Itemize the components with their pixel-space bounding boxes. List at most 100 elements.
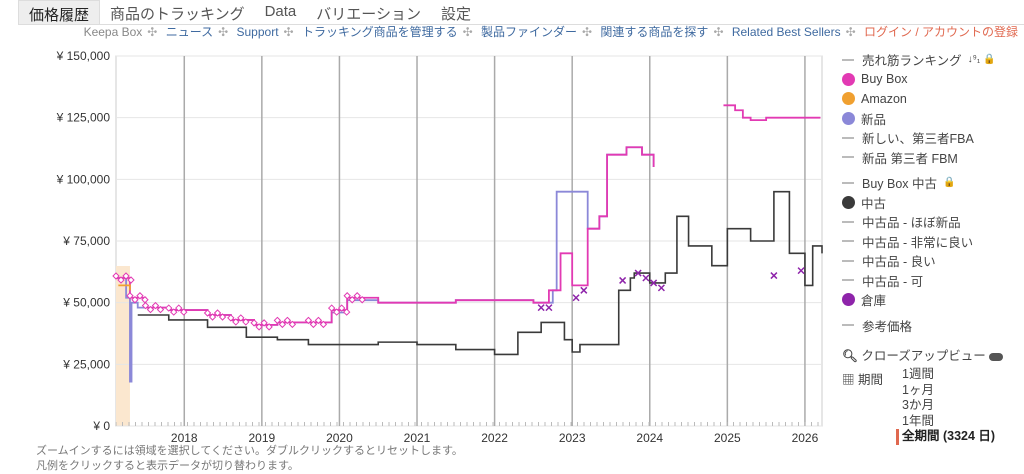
legend-dot-icon: [842, 92, 855, 106]
x-tick-label: 2024: [636, 431, 663, 445]
warehouse-point: [650, 279, 658, 287]
sub-nav: Keepa Box ✣ ニュース ✣ Support ✣ トラッキング商品を管理する ✣…: [83, 25, 1018, 39]
period-1-year[interactable]: 1年間: [902, 413, 934, 428]
buybox-point: [156, 305, 165, 314]
buybox-point: [242, 318, 250, 326]
legend-item[interactable]: Buy Box 中古 🔒: [842, 173, 996, 193]
legend-label: 中古品 - ほぼ新品: [862, 216, 961, 231]
series-line-amazon: [118, 284, 131, 291]
legend-dash-icon: [842, 156, 854, 159]
tab-bar: 価格履歴 商品のトラッキング Data バリエーション 設定: [18, 0, 1024, 25]
buybox-point: [288, 320, 297, 329]
x-tick-label: 2018: [171, 431, 198, 445]
tab-tracking[interactable]: 商品のトラッキング: [110, 6, 245, 23]
buybox-point: [250, 319, 258, 327]
tab-price-history[interactable]: 価格履歴: [18, 0, 101, 24]
legend-dash-icon: [842, 259, 854, 262]
news-link[interactable]: ニュース: [165, 25, 214, 39]
toggle-icon[interactable]: [989, 352, 1004, 361]
legend-lock-icon: 🔒: [943, 177, 956, 189]
legend-item[interactable]: 売れ筋ランキング ↓⁹₁ 🔒: [842, 50, 996, 70]
buybox-point: [165, 304, 173, 312]
buybox-point: [337, 304, 346, 312]
tab-settings[interactable]: 設定: [440, 6, 471, 23]
legend-label: 参考価格: [862, 319, 913, 334]
price-chart[interactable]: ¥ 0 ¥ 25,000 ¥ 50,000 ¥ 75,000 ¥ 100,000 ¥ 12…: [0, 0, 830, 445]
legend-item[interactable]: 中古: [842, 193, 996, 213]
legend-label: Amazon: [861, 91, 907, 106]
best-sellers-link[interactable]: Related Best Sellers: [731, 25, 841, 39]
zoom-hint: ズームインするには領域を選択してください。ダブルクリックするとリセットします。: [36, 445, 463, 457]
tracking-link[interactable]: トラッキング商品を管理する: [301, 25, 458, 39]
period-3-months[interactable]: 3か月: [902, 398, 934, 412]
legend-item[interactable]: 中古品 - 可: [842, 271, 996, 291]
legend-item[interactable]: 参考価格: [842, 316, 996, 336]
buybox-point: [136, 292, 144, 300]
search-icon: 🔍︎: [842, 349, 858, 363]
closeup-toggle[interactable]: 🔍︎ クローズアップビュー: [842, 345, 1004, 364]
amazon-range-shade: [116, 266, 130, 426]
warehouse-point: [537, 304, 545, 312]
warehouse-point: [634, 269, 642, 277]
y-tick-label: ¥ 100,000: [56, 172, 111, 186]
buybox-point: [353, 292, 361, 300]
buybox-point: [314, 316, 323, 325]
buybox-point: [265, 323, 273, 331]
period-1-week[interactable]: 1週間: [902, 367, 934, 381]
x-tick-label: 2019: [249, 431, 276, 445]
legend-item[interactable]: 中古品 - 非常に良い: [842, 232, 996, 252]
buybox-point: [170, 308, 178, 316]
buybox-point: [309, 320, 318, 329]
legend-item[interactable]: Amazon: [842, 89, 996, 109]
buybox-point: [237, 314, 245, 322]
buybox-point: [343, 292, 351, 300]
buybox-point: [126, 292, 134, 300]
legend-item[interactable]: 倉庫: [842, 290, 996, 310]
keepa-box-link[interactable]: Keepa Box: [83, 25, 143, 39]
calendar-icon: ▦: [842, 373, 855, 387]
x-tick-label: 2021: [404, 431, 431, 445]
buybox-point: [208, 313, 217, 321]
related-link[interactable]: 関連する商品を探す: [600, 25, 709, 39]
series-line-used: [137, 190, 823, 356]
finder-link[interactable]: 製品ファインダー: [481, 25, 578, 39]
legend-label: 倉庫: [861, 294, 887, 309]
period-list: 1週間 1ヶ月 3か月 1年間 全期間 (3324 日): [896, 367, 995, 445]
legend-dash-icon: [842, 240, 854, 243]
tab-data[interactable]: Data: [264, 3, 297, 20]
period-heading: ▦ 期間: [842, 369, 883, 388]
legend-item[interactable]: 中古品 - 良い: [842, 251, 996, 271]
period-1-month[interactable]: 1ヶ月: [902, 382, 934, 397]
legend-label: Buy Box: [861, 72, 908, 87]
buybox-point: [342, 308, 351, 316]
buybox-point: [141, 301, 150, 310]
login-link[interactable]: ログイン / アカウントの登録: [863, 25, 1018, 39]
buybox-point: [203, 309, 212, 317]
buybox-point: [131, 296, 139, 304]
y-tick-label: ¥ 75,000: [62, 234, 110, 248]
period-all[interactable]: 全期間 (3324 日): [896, 429, 995, 445]
buybox-point: [255, 323, 263, 331]
legend-dash-icon: [842, 136, 854, 139]
buybox-point: [319, 320, 328, 329]
legend-hint: 凡例をクリックすると表示データが切り替わります。: [36, 460, 299, 472]
legend-label: Buy Box 中古: [862, 177, 938, 192]
legend-label: 売れ筋ランキング: [862, 54, 962, 69]
legend-item[interactable]: 新品 第三者 FBM: [842, 148, 996, 168]
tab-variations[interactable]: バリエーション: [316, 6, 421, 23]
buybox-point: [175, 304, 183, 312]
y-tick-label: ¥ 25,000: [62, 357, 110, 371]
legend-item[interactable]: 新しい、第三者FBA: [842, 128, 996, 148]
period-label: 期間: [858, 373, 884, 387]
legend-item[interactable]: Buy Box: [842, 70, 996, 90]
legend-item[interactable]: 新品: [842, 109, 996, 129]
legend-label: 新品: [861, 112, 887, 127]
buybox-point: [232, 318, 240, 326]
legend-label: 新しい、第三者FBA: [862, 132, 974, 147]
x-tick-label: 2025: [714, 431, 741, 445]
y-tick-label: ¥ 125,000: [56, 111, 111, 125]
buybox-point: [348, 296, 356, 304]
legend-item[interactable]: 中古品 - ほぼ新品: [842, 212, 996, 232]
support-link[interactable]: Support: [236, 25, 279, 39]
buybox-point: [283, 316, 292, 325]
